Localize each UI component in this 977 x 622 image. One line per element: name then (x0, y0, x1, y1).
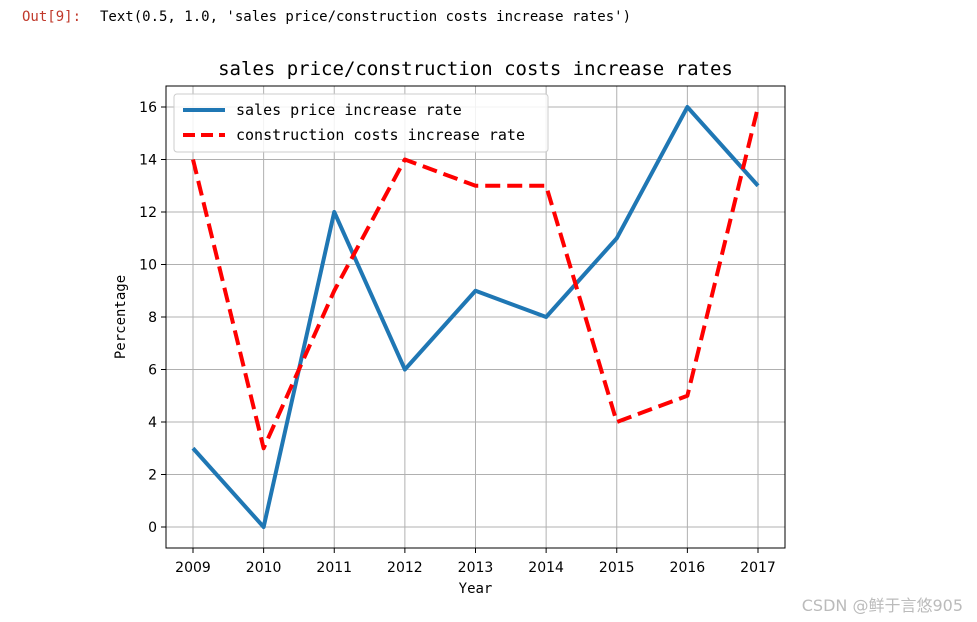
x-tick-label: 2011 (316, 560, 352, 576)
y-tick-label: 12 (139, 205, 157, 221)
x-tick-label: 2010 (246, 560, 282, 576)
chart-title: sales price/construction costs increase … (218, 58, 733, 80)
x-tick-label: 2016 (670, 560, 706, 576)
x-axis-title: Year (459, 581, 493, 597)
watermark: CSDN @鲜于言悠905 (801, 596, 963, 615)
x-tick-label: 2015 (599, 560, 635, 576)
y-tick-label: 6 (148, 363, 157, 379)
y-tick-label: 10 (139, 258, 157, 274)
y-tick-label: 16 (139, 100, 157, 116)
grid (166, 86, 785, 548)
legend: sales price increase rate construction co… (173, 93, 549, 153)
x-tick-label: 2013 (458, 560, 494, 576)
legend-label-2: construction costs increase rate (236, 126, 525, 144)
y-tick-label: 2 (148, 468, 157, 484)
series-layer (191, 105, 760, 529)
x-tick-label: 2012 (387, 560, 423, 576)
y-axis-title: Percentage (113, 275, 129, 359)
y-tick-label: 4 (148, 415, 157, 431)
legend-label-1: sales price increase rate (236, 101, 462, 119)
output-text: Text(0.5, 1.0, 'sales price/construction… (100, 9, 632, 25)
x-tick-label: 2014 (528, 560, 564, 576)
y-tick-label: 8 (148, 310, 157, 326)
y-axis: 0 2 4 6 8 10 12 14 16 (139, 100, 166, 536)
x-tick-label: 2009 (175, 560, 211, 576)
y-tick-label: 0 (148, 520, 157, 536)
output-prompt: Out[9]: (22, 9, 82, 25)
x-tick-label: 2017 (740, 560, 776, 576)
legend-box (173, 93, 549, 153)
x-axis: 2009 2010 2011 2012 2013 2014 2015 2016 2017 (175, 548, 776, 576)
y-tick-label: 14 (139, 153, 157, 169)
